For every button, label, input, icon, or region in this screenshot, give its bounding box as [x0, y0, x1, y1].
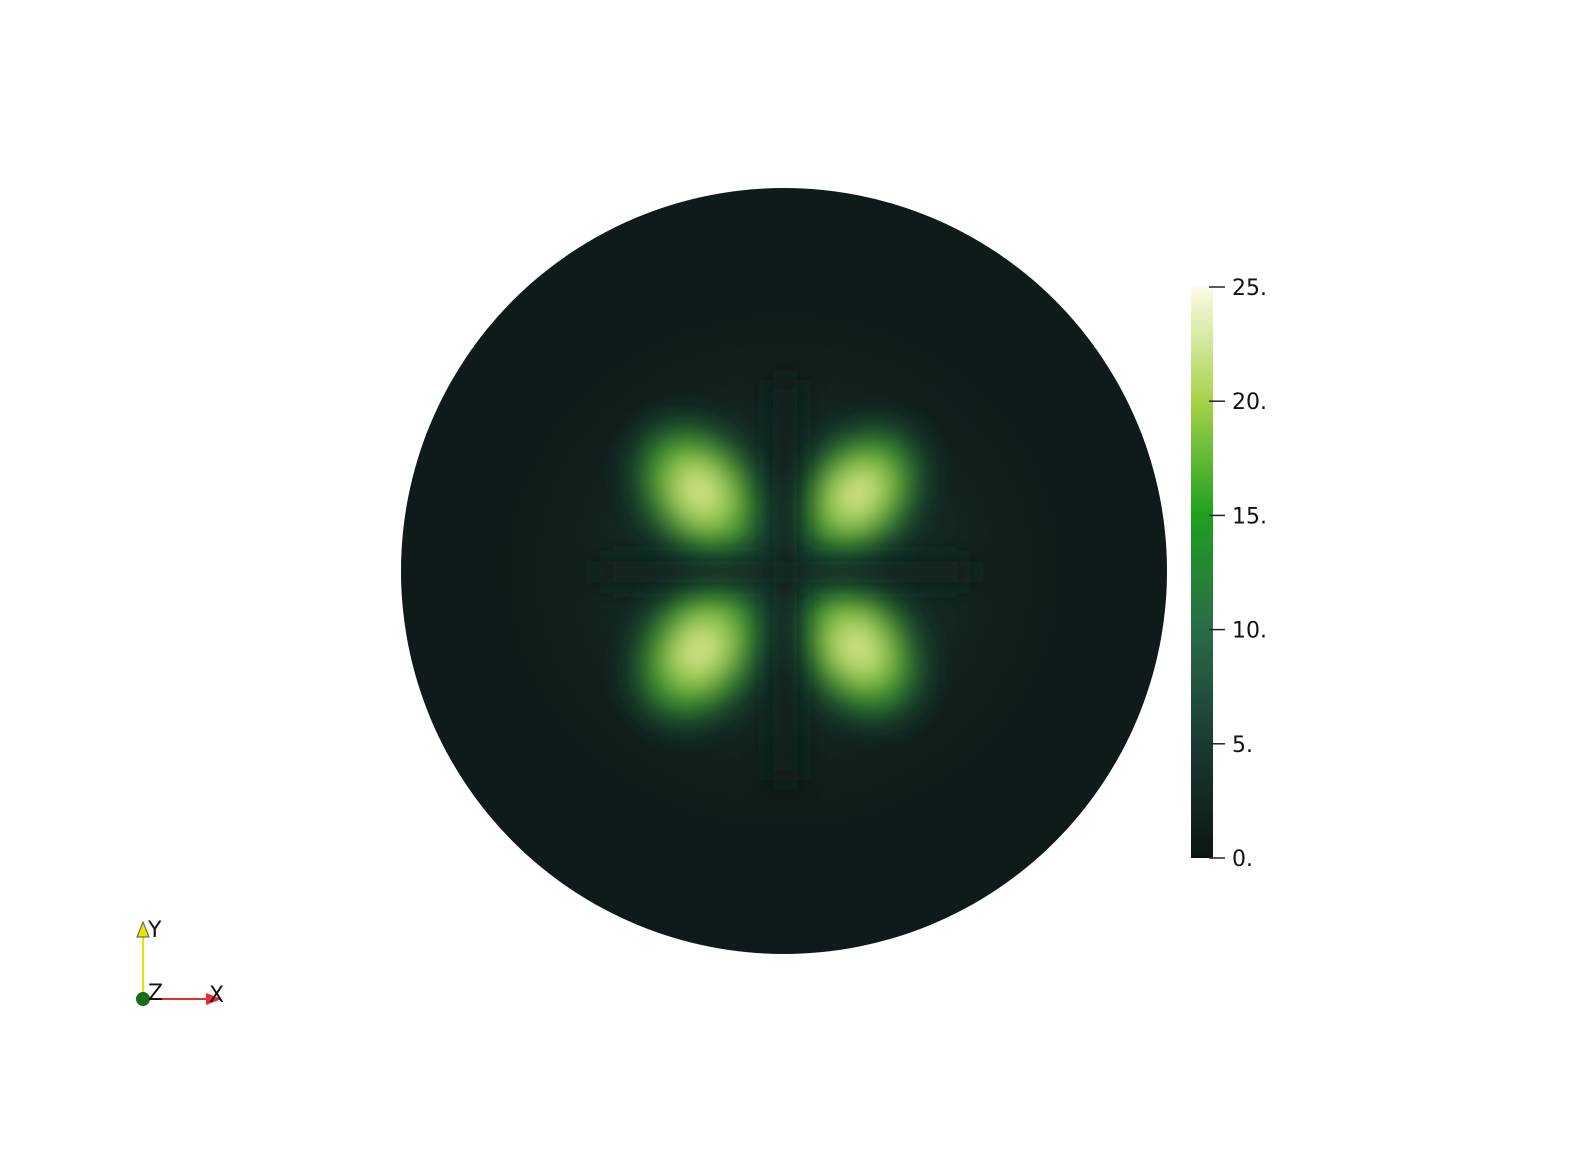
scalar-bar-ticks: 25. 20. 15. 10. 5. 0. [1209, 276, 1267, 872]
scalar-bar-gradient [1191, 287, 1213, 858]
z-axis-dot-icon [136, 992, 150, 1006]
lobe-upper-left [619, 405, 781, 579]
scalar-field-disc[interactable] [401, 188, 1167, 954]
scalar-tick-label: 25. [1232, 276, 1267, 301]
scalar-tick-label: 10. [1232, 619, 1267, 644]
lobe-lower-left [618, 559, 782, 741]
horizontal-valley [600, 560, 970, 584]
scalar-tick-label: 5. [1232, 733, 1253, 758]
y-axis-label: Y [147, 918, 162, 943]
scalar-tick-label: 0. [1232, 847, 1253, 872]
lobe-upper-right [779, 411, 937, 577]
y-axis-arrow-icon [136, 920, 150, 938]
scalar-bar[interactable]: 25. 20. 15. 10. 5. 0. [1191, 276, 1267, 872]
x-axis-label: X [209, 983, 224, 1008]
lobe-lower-right [778, 560, 938, 736]
z-axis-label: Z [148, 981, 163, 1006]
scalar-tick-label: 20. [1232, 390, 1267, 415]
scalar-tick-label: 15. [1232, 504, 1267, 529]
x-axis-arrow-icon [206, 993, 222, 1005]
orientation-axes[interactable]: Y X Z [136, 918, 224, 1008]
